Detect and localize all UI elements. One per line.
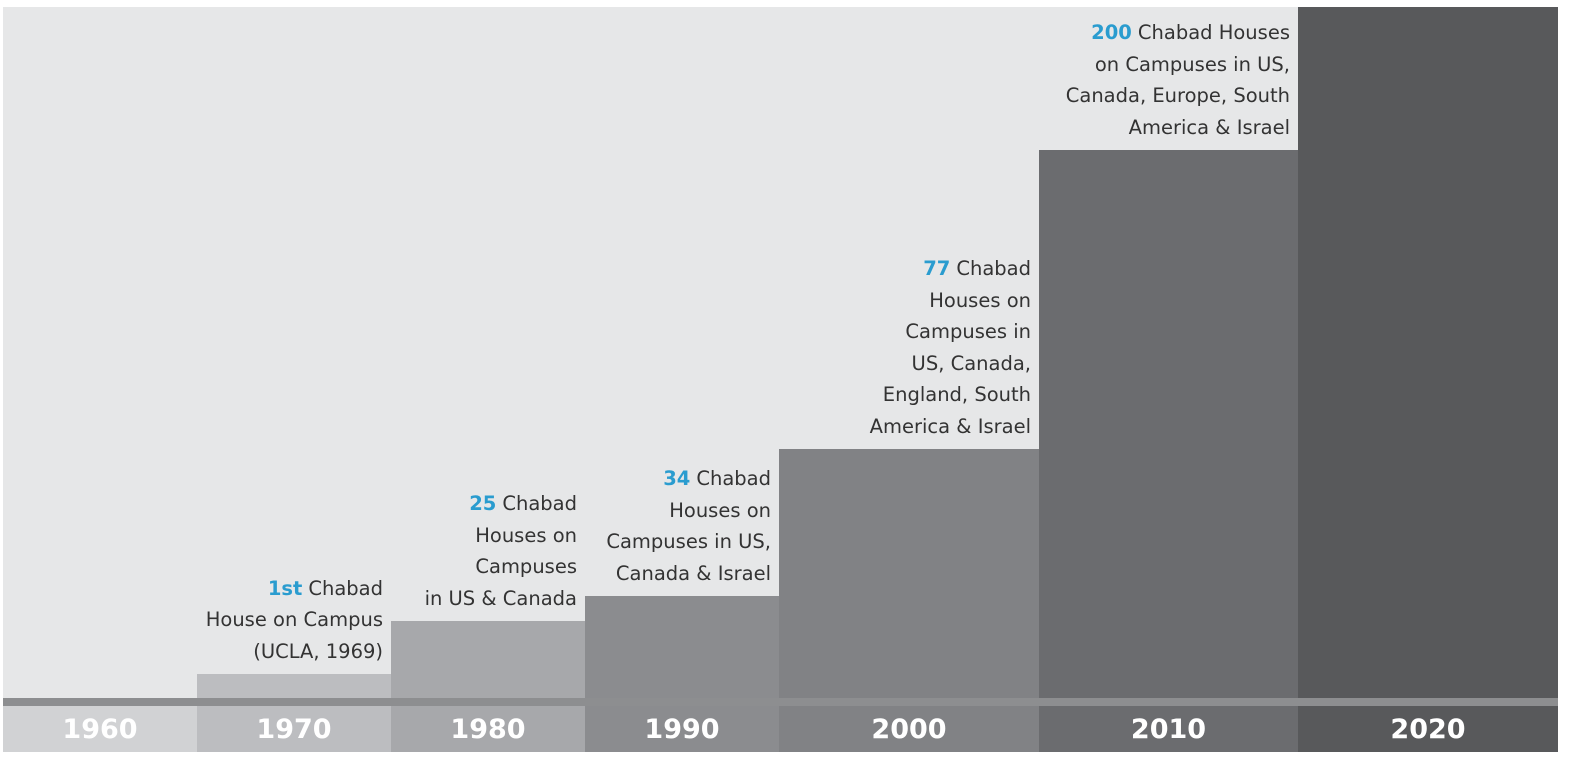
annotation-line: Houses on: [669, 498, 771, 522]
annotation: 200 Chabad Houses on Campuses in US, Canada…: [1066, 17, 1290, 143]
step: [1039, 150, 1298, 698]
year-label: 1960: [3, 706, 197, 752]
year-label: 2020: [1298, 706, 1558, 752]
timeline-rule: [3, 698, 1558, 706]
annotation: 34 Chabad Houses on Campuses in US, Canada &…: [606, 463, 771, 589]
year-label: 2010: [1039, 706, 1298, 752]
annotation: 1st Chabad House on Campus (UCLA, 1969): [206, 573, 383, 668]
step: [779, 449, 1039, 698]
annotation-line: on Campuses in US,: [1094, 52, 1290, 76]
step: [391, 621, 585, 698]
step: [585, 596, 779, 698]
annotation-line: Chabad: [308, 576, 383, 600]
annotation-line: England, South: [882, 383, 1031, 406]
annotation-line: Chabad: [502, 492, 577, 515]
step: [197, 674, 391, 698]
annotation-line: House on Campus: [205, 608, 383, 631]
annotation-line: in US & Canada: [424, 586, 577, 610]
annotation-line: Campuses in US,: [606, 530, 771, 553]
highlight-number: 77: [923, 257, 951, 280]
annotation-line: (UCLA, 1969): [253, 639, 383, 663]
annotation-line: Houses on: [475, 523, 577, 547]
annotation-line: Chabad: [696, 467, 771, 490]
annotation-line: America & Israel: [1128, 115, 1290, 139]
annotation: 25 Chabad Houses on Campuses in US & Canada: [425, 488, 577, 614]
highlight-number: 34: [663, 467, 691, 490]
annotation-line: Canada, Europe, South: [1065, 84, 1290, 107]
annotation-line: US, Canada,: [911, 351, 1031, 375]
annotation-line: Houses on: [929, 288, 1031, 312]
annotation-line: Chabad Houses: [1137, 21, 1290, 44]
year-label: 1980: [391, 706, 585, 752]
year-label: 1990: [585, 706, 779, 752]
step: [1298, 7, 1558, 698]
highlight-number: 200: [1091, 21, 1132, 44]
highlight-number: 25: [469, 492, 497, 515]
year-label: 2000: [779, 706, 1039, 752]
year-label: 1970: [197, 706, 391, 752]
highlight-number: 1st: [267, 576, 303, 600]
annotation-line: Canada & Israel: [615, 561, 771, 585]
annotation-line: Campuses in: [905, 320, 1031, 343]
annotation-line: Campuses: [475, 555, 577, 578]
annotation: 77 Chabad Houses on Campuses in US, Canada, E…: [870, 253, 1031, 442]
annotation-line: America & Israel: [869, 414, 1031, 438]
annotation-line: Chabad: [956, 257, 1031, 280]
